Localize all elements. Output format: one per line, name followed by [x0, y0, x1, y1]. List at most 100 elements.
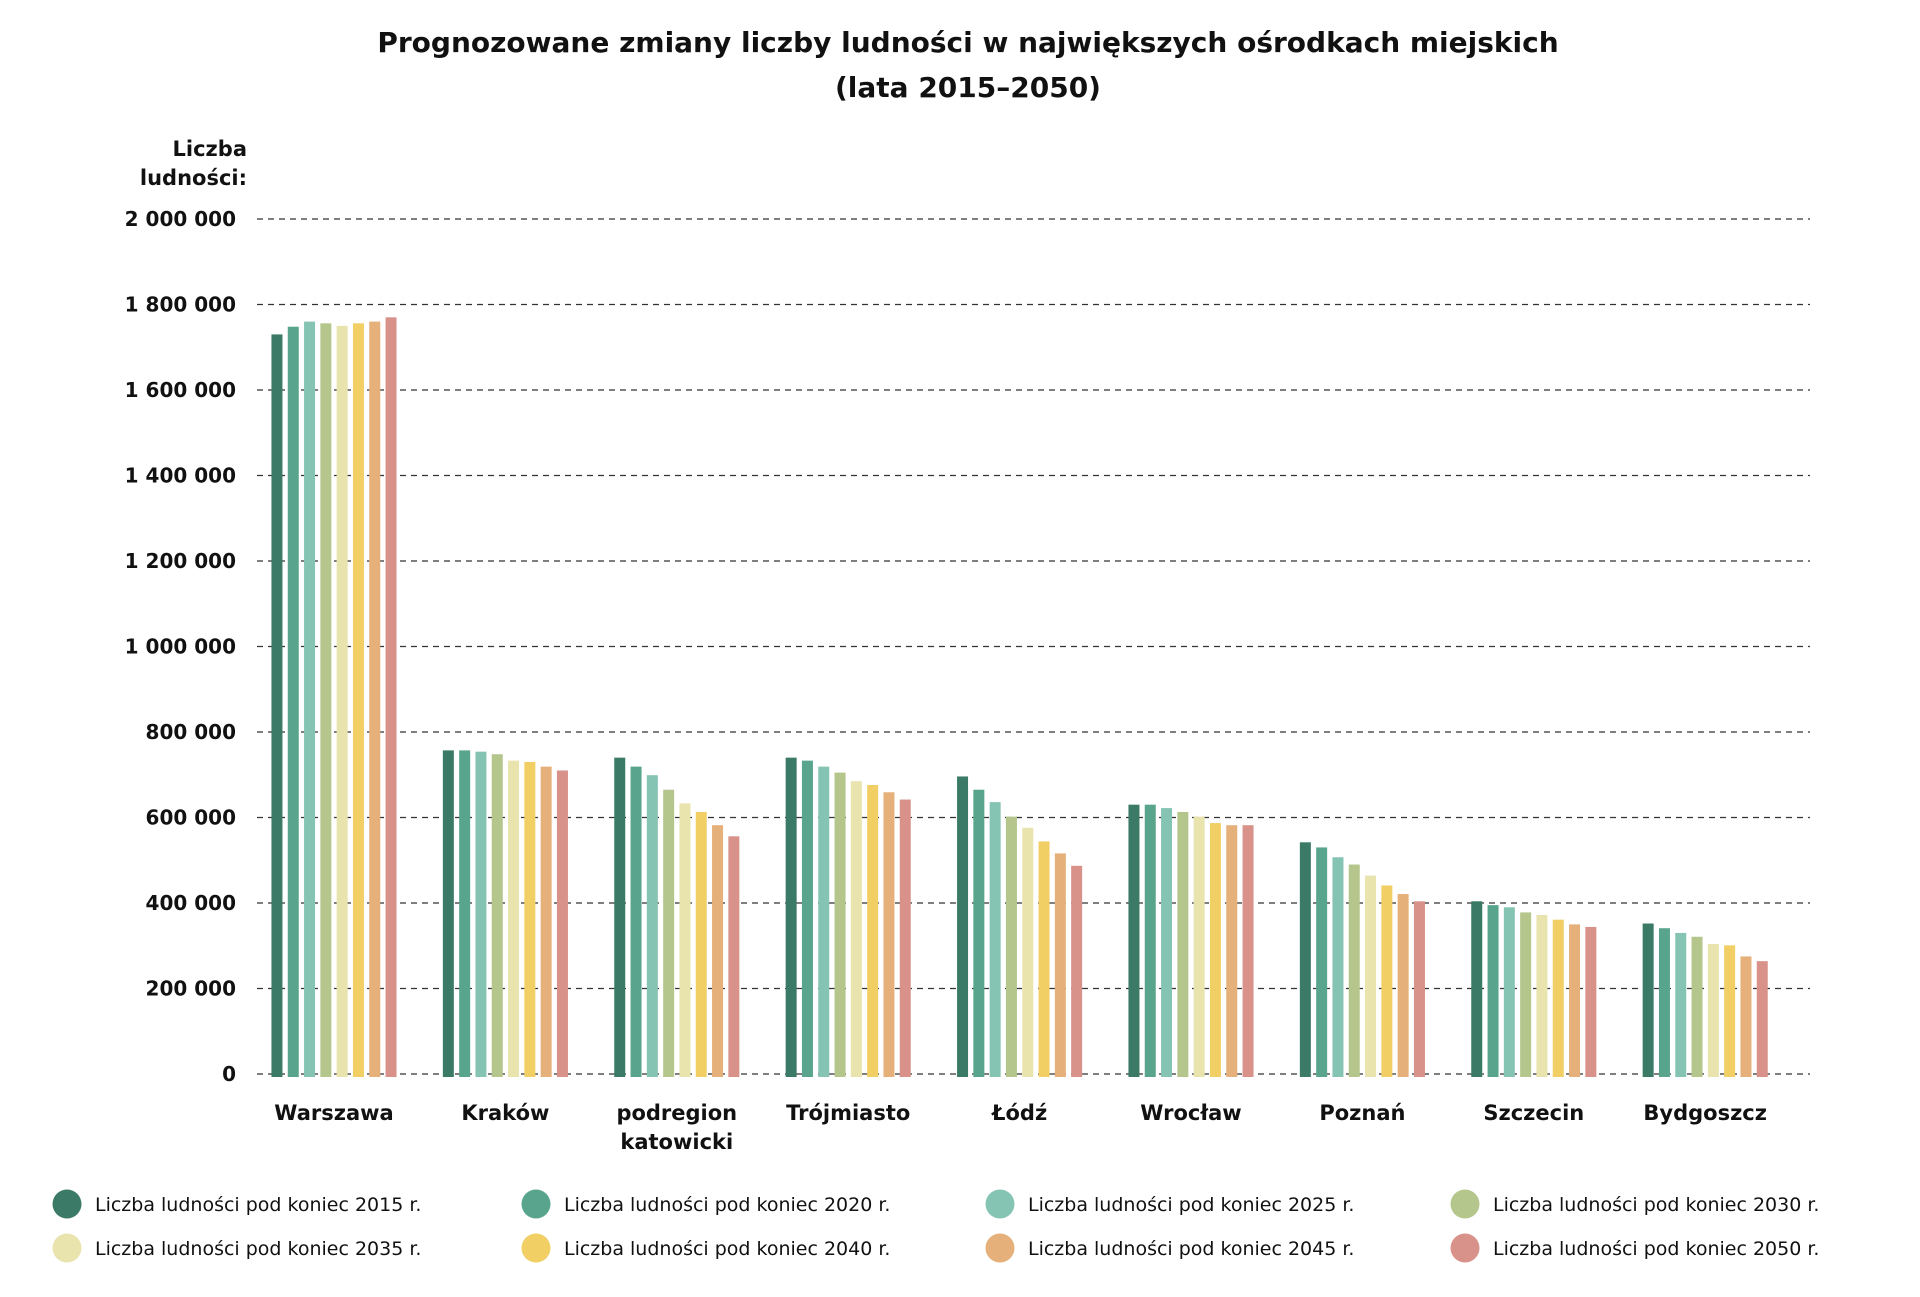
- bar: [1707, 944, 1719, 1077]
- bar: [1193, 816, 1205, 1077]
- y-tick-label: 200 000: [146, 977, 236, 1001]
- bar: [1642, 923, 1654, 1077]
- bar: [973, 789, 985, 1077]
- bar: [785, 757, 797, 1077]
- legend-item: Liczba ludności pod koniec 2045 r.: [985, 1233, 1354, 1263]
- bar: [1552, 919, 1564, 1077]
- bar: [1487, 905, 1499, 1077]
- bar: [867, 785, 879, 1077]
- bar: [1381, 885, 1393, 1077]
- legend-swatch: [521, 1189, 551, 1219]
- x-tick-label: katowicki: [620, 1130, 733, 1154]
- bar: [712, 825, 724, 1077]
- bar: [850, 781, 862, 1077]
- y-tick-label: 2 000 000: [125, 207, 236, 231]
- bar: [1520, 912, 1532, 1077]
- bar: [459, 750, 471, 1077]
- x-tick-label: podregion: [616, 1101, 737, 1125]
- legend-swatch: [52, 1189, 82, 1219]
- bar: [614, 757, 626, 1077]
- legend-item: Liczba ludności pod koniec 2050 r.: [1450, 1233, 1819, 1263]
- bar: [1756, 961, 1768, 1077]
- bar: [540, 766, 552, 1077]
- x-tick-label: Warszawa: [274, 1101, 393, 1125]
- bar: [1242, 825, 1254, 1077]
- bar: [663, 789, 675, 1077]
- bar: [957, 776, 969, 1077]
- legend-swatch: [1450, 1189, 1480, 1219]
- bar: [989, 802, 1001, 1077]
- bar: [287, 326, 299, 1078]
- x-tick-label: Kraków: [461, 1101, 549, 1125]
- bar: [695, 811, 707, 1077]
- legend-item: Liczba ludności pod koniec 2020 r.: [521, 1189, 890, 1219]
- bar: [385, 317, 397, 1077]
- y-axis-label-line2: ludności:: [140, 166, 247, 190]
- bar: [508, 760, 520, 1077]
- y-tick-label: 600 000: [146, 806, 236, 830]
- bar: [442, 750, 454, 1077]
- bar: [491, 754, 503, 1077]
- legend-item: Liczba ludności pod koniec 2040 r.: [521, 1233, 890, 1263]
- bar: [304, 321, 316, 1078]
- bar: [1348, 864, 1360, 1077]
- bar: [556, 770, 568, 1077]
- legend-item: Liczba ludności pod koniec 2035 r.: [52, 1233, 421, 1263]
- bar: [801, 760, 813, 1077]
- bar: [1740, 956, 1752, 1077]
- bar: [1675, 932, 1687, 1077]
- legend-item: Liczba ludności pod koniec 2025 r.: [985, 1189, 1354, 1219]
- bar: [834, 772, 846, 1077]
- bar: [1038, 841, 1050, 1077]
- x-tick-label: Poznań: [1319, 1101, 1405, 1125]
- bar: [1161, 808, 1173, 1077]
- legend-label: Liczba ludności pod koniec 2040 r.: [564, 1238, 890, 1260]
- bar: [646, 775, 658, 1077]
- bar: [352, 323, 364, 1077]
- legend-label: Liczba ludności pod koniec 2045 r.: [1028, 1238, 1354, 1260]
- legend-swatch: [985, 1189, 1015, 1219]
- bar: [1226, 825, 1238, 1077]
- bar: [1209, 823, 1221, 1077]
- bar: [883, 792, 895, 1077]
- bar: [369, 321, 381, 1078]
- bar: [1365, 875, 1377, 1077]
- bar: [1022, 827, 1034, 1077]
- bar: [1536, 914, 1548, 1077]
- y-axis-label-line1: Liczba: [173, 137, 247, 161]
- bar: [630, 766, 642, 1077]
- y-tick-label: 1 800 000: [125, 293, 236, 317]
- y-tick-label: 0: [222, 1062, 236, 1086]
- bar: [818, 766, 830, 1077]
- legend-label: Liczba ludności pod koniec 2050 r.: [1493, 1238, 1819, 1260]
- y-tick-label: 1 600 000: [125, 378, 236, 402]
- bar: [1128, 804, 1140, 1077]
- chart-title: Prognozowane zmiany liczby ludności w na…: [377, 26, 1558, 59]
- bar: [1299, 842, 1311, 1077]
- legend-label: Liczba ludności pod koniec 2035 r.: [95, 1238, 421, 1260]
- bar: [728, 836, 740, 1077]
- bar: [1005, 816, 1017, 1077]
- bar: [320, 323, 332, 1077]
- bar: [1691, 936, 1703, 1077]
- y-tick-label: 1 400 000: [125, 464, 236, 488]
- y-tick-label: 400 000: [146, 891, 236, 915]
- legend-label: Liczba ludności pod koniec 2030 r.: [1493, 1194, 1819, 1216]
- bar: [1658, 928, 1670, 1077]
- bar: [1316, 847, 1328, 1077]
- y-tick-label: 1 000 000: [125, 635, 236, 659]
- bar: [1413, 901, 1425, 1077]
- bar: [1071, 865, 1083, 1077]
- bar: [1471, 901, 1483, 1077]
- bar: [336, 325, 348, 1077]
- legend-item: Liczba ludności pod koniec 2030 r.: [1450, 1189, 1819, 1219]
- legend-item: Liczba ludności pod koniec 2015 r.: [52, 1189, 421, 1219]
- x-tick-label: Wrocław: [1140, 1101, 1241, 1125]
- legend-swatch: [985, 1233, 1015, 1263]
- bar: [1332, 857, 1344, 1077]
- legend-swatch: [521, 1233, 551, 1263]
- bar: [1144, 804, 1156, 1077]
- x-tick-label: Łódź: [991, 1101, 1047, 1125]
- bar: [1585, 926, 1597, 1077]
